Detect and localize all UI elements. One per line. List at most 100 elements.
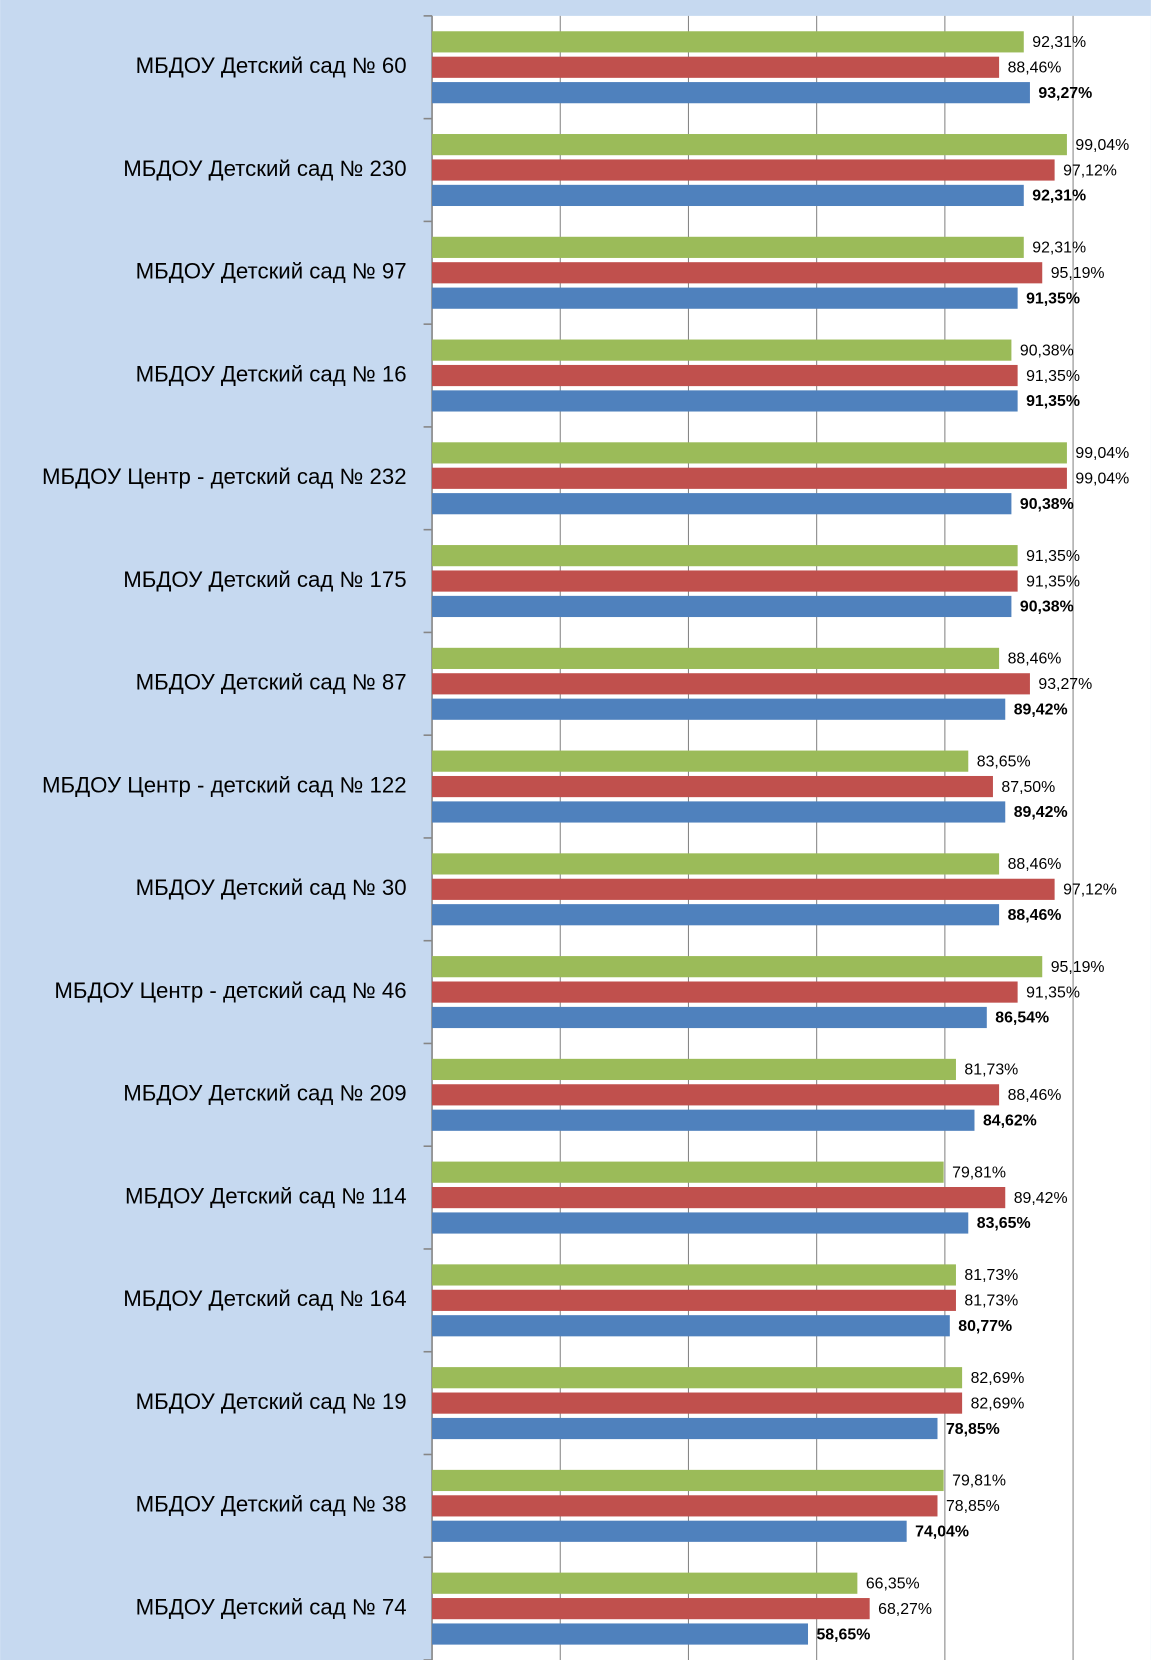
bar bbox=[432, 801, 1006, 823]
bar bbox=[432, 1417, 938, 1440]
bar bbox=[432, 673, 1030, 695]
bar bbox=[432, 1520, 907, 1542]
bar bbox=[432, 1161, 944, 1183]
bar bbox=[432, 1006, 987, 1029]
category-label: МБДОУ Детский сад № 97 bbox=[136, 259, 407, 284]
value-label: 95,19% bbox=[1051, 265, 1105, 282]
value-label: 97,12% bbox=[1063, 882, 1117, 899]
bar bbox=[432, 159, 1055, 181]
bar bbox=[432, 750, 969, 772]
category-label: МБДОУ Детский сад № 38 bbox=[136, 1492, 407, 1517]
bar bbox=[432, 1572, 858, 1594]
bar bbox=[432, 1623, 809, 1645]
bar bbox=[432, 1392, 963, 1414]
bar bbox=[432, 31, 1024, 53]
bar bbox=[432, 339, 1012, 361]
value-label: 78,85% bbox=[946, 1498, 1000, 1515]
value-label: 99,04% bbox=[1075, 445, 1129, 462]
bar bbox=[432, 1084, 1000, 1106]
category-label: МБДОУ Детский сад № 114 bbox=[125, 1183, 407, 1208]
value-label: 83,65% bbox=[977, 753, 1031, 770]
bar bbox=[432, 236, 1024, 258]
value-label: 91,35% bbox=[1026, 290, 1080, 307]
category-label: МБДОУ Детский сад № 74 bbox=[136, 1594, 407, 1619]
bar bbox=[432, 1289, 956, 1311]
value-label: 86,54% bbox=[995, 1010, 1049, 1027]
bar bbox=[432, 1315, 950, 1337]
value-label: 79,81% bbox=[952, 1164, 1006, 1181]
value-label: 92,31% bbox=[1032, 34, 1086, 51]
bar bbox=[432, 853, 1000, 875]
bar bbox=[432, 390, 1018, 412]
bar bbox=[432, 1109, 975, 1131]
category-label: МБДОУ Детский сад № 19 bbox=[136, 1389, 407, 1414]
value-label: 89,42% bbox=[1014, 804, 1068, 821]
value-label: 89,42% bbox=[1014, 1190, 1068, 1207]
value-label: 89,42% bbox=[1014, 701, 1068, 718]
bar bbox=[432, 1598, 870, 1620]
value-label: 90,38% bbox=[1020, 342, 1074, 359]
value-label: 82,69% bbox=[971, 1370, 1025, 1387]
value-label: 82,69% bbox=[971, 1395, 1025, 1412]
value-label: 88,46% bbox=[1008, 856, 1062, 873]
value-label: 91,35% bbox=[1026, 573, 1080, 590]
value-label: 93,27% bbox=[1038, 85, 1092, 102]
value-label: 81,73% bbox=[964, 1293, 1018, 1310]
value-label: 91,35% bbox=[1026, 984, 1080, 1001]
category-label: МБДОУ Детский сад № 16 bbox=[136, 361, 407, 386]
category-label: МБДОУ Центр - детский сад № 232 bbox=[42, 464, 407, 489]
category-label: МБДОУ Детский сад № 30 bbox=[136, 875, 407, 900]
bar bbox=[432, 1469, 944, 1492]
bar bbox=[432, 364, 1018, 387]
bar bbox=[432, 956, 1043, 978]
value-label: 83,65% bbox=[977, 1215, 1031, 1232]
value-label: 81,73% bbox=[964, 1267, 1018, 1284]
bar bbox=[432, 1495, 938, 1517]
value-label: 79,81% bbox=[952, 1473, 1006, 1490]
category-label: МБДОУ Детский сад № 209 bbox=[123, 1081, 406, 1106]
value-label: 78,85% bbox=[946, 1421, 1000, 1438]
bar bbox=[432, 904, 1000, 926]
bar bbox=[432, 1367, 963, 1389]
value-label: 90,38% bbox=[1020, 496, 1074, 513]
bar bbox=[432, 134, 1067, 156]
bar bbox=[432, 698, 1006, 720]
value-label: 93,27% bbox=[1038, 676, 1092, 693]
category-label: МБДОУ Центр - детский сад № 46 bbox=[54, 978, 406, 1003]
value-label: 88,46% bbox=[1008, 60, 1062, 77]
bar bbox=[432, 545, 1018, 567]
category-label: МБДОУ Детский сад № 164 bbox=[123, 1286, 406, 1311]
bar bbox=[432, 1058, 956, 1081]
bar bbox=[432, 493, 1012, 515]
value-label: 80,77% bbox=[958, 1318, 1012, 1335]
value-label: 97,12% bbox=[1063, 162, 1117, 179]
value-label: 88,46% bbox=[1008, 907, 1062, 924]
bar bbox=[432, 595, 1012, 618]
value-label: 88,46% bbox=[1008, 1087, 1062, 1104]
value-label: 99,04% bbox=[1075, 137, 1129, 154]
value-label: 88,46% bbox=[1008, 651, 1062, 668]
bar bbox=[432, 647, 1000, 669]
category-label: МБДОУ Детский сад № 87 bbox=[136, 670, 407, 695]
value-label: 99,04% bbox=[1075, 471, 1129, 488]
bar bbox=[432, 82, 1030, 104]
category-label: МБДОУ Детский сад № 60 bbox=[136, 53, 407, 78]
bar bbox=[432, 442, 1067, 464]
category-label: МБДОУ Центр - детский сад № 122 bbox=[42, 772, 407, 797]
value-label: 84,62% bbox=[983, 1112, 1037, 1129]
value-label: 91,35% bbox=[1026, 548, 1080, 565]
value-label: 91,35% bbox=[1026, 393, 1080, 410]
value-label: 81,73% bbox=[964, 1062, 1018, 1079]
bar bbox=[432, 570, 1018, 592]
bar bbox=[432, 56, 1000, 78]
value-label: 74,04% bbox=[915, 1524, 969, 1541]
value-label: 95,19% bbox=[1051, 959, 1105, 976]
bar bbox=[432, 775, 993, 798]
bar bbox=[432, 1187, 1006, 1209]
bar bbox=[432, 1212, 969, 1234]
value-label: 91,35% bbox=[1026, 368, 1080, 385]
value-label: 92,31% bbox=[1032, 240, 1086, 257]
bar bbox=[432, 287, 1018, 309]
bar bbox=[432, 878, 1055, 900]
